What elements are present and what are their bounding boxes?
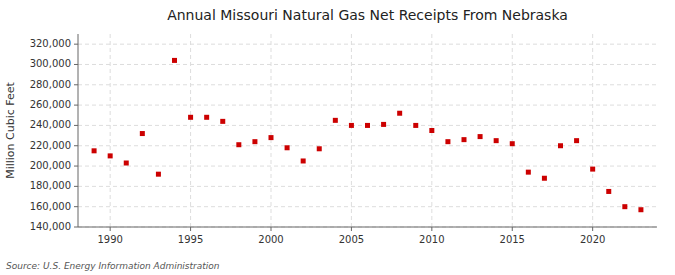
x-tick-label: 2015 <box>500 234 525 245</box>
point <box>638 207 643 212</box>
grid-line-x <box>592 34 593 227</box>
point <box>542 176 547 181</box>
point <box>526 170 531 175</box>
y-axis: 140,000 160,000 180,000 200,000 220,000 240,0… <box>30 38 78 232</box>
grid-line-y <box>78 44 657 45</box>
x-tick <box>512 227 513 231</box>
title: Annual Missouri Natural Gas Net Receipts… <box>167 7 568 23</box>
y-tick <box>74 105 78 106</box>
point <box>574 138 579 143</box>
x-tick <box>271 227 272 231</box>
y-tick <box>74 186 78 187</box>
y-tick-label: 220,000 <box>30 140 71 151</box>
y-tick-label: 320,000 <box>30 38 71 49</box>
x-tick <box>110 227 111 231</box>
point <box>478 134 483 139</box>
point <box>252 139 257 144</box>
point <box>269 135 274 140</box>
points <box>92 58 644 212</box>
y-axis-line <box>78 34 79 227</box>
point <box>429 128 434 133</box>
grid-line-y <box>78 105 657 106</box>
point <box>365 123 370 128</box>
point <box>172 58 177 63</box>
point <box>494 138 499 143</box>
y-axis-label: Million Cubic Feet <box>4 81 17 178</box>
grid-line-y <box>78 206 657 207</box>
y-tick-label: 200,000 <box>30 160 71 171</box>
source-note: Source: U.S. Energy Information Administ… <box>6 261 220 271</box>
x-tick-label: 2005 <box>339 234 364 245</box>
y-tick-label: 180,000 <box>30 180 71 191</box>
grid-line-y <box>78 84 657 85</box>
y-tick <box>74 145 78 146</box>
grid-line-x <box>190 34 191 227</box>
y-tick <box>74 206 78 207</box>
grid-line-x <box>351 34 352 227</box>
point <box>301 158 306 163</box>
x-tick <box>190 227 191 231</box>
x-tick-label: 2010 <box>419 234 444 245</box>
point <box>622 204 627 209</box>
x-tick <box>592 227 593 231</box>
chart: 140,000 160,000 180,000 200,000 220,000 240,0… <box>0 0 675 275</box>
point <box>381 122 386 127</box>
point <box>188 115 193 120</box>
point <box>124 161 129 166</box>
y-tick-label: 240,000 <box>30 119 71 130</box>
point <box>558 143 563 148</box>
point <box>156 172 161 177</box>
y-tick <box>74 125 78 126</box>
y-tick-label: 140,000 <box>30 221 71 232</box>
x-axis: 1990 1995 2000 2005 2010 2015 2020 <box>97 227 605 245</box>
grid-line-y <box>78 227 657 228</box>
y-tick-label: 260,000 <box>30 99 71 110</box>
point <box>606 189 611 194</box>
x-tick <box>431 227 432 231</box>
y-tick <box>74 44 78 45</box>
chart-container: 140,000 160,000 180,000 200,000 220,000 240,0… <box>0 0 675 275</box>
point <box>236 142 241 147</box>
point <box>510 141 515 146</box>
y-tick <box>74 84 78 85</box>
point <box>317 146 322 151</box>
y-tick-label: 160,000 <box>30 201 71 212</box>
point <box>108 153 113 158</box>
point <box>92 148 97 153</box>
x-tick <box>351 227 352 231</box>
grid-line-x <box>110 34 111 227</box>
y-tick <box>74 166 78 167</box>
x-axis-line <box>78 227 657 228</box>
point <box>349 123 354 128</box>
grid-line-y <box>78 166 657 167</box>
point <box>590 167 595 172</box>
point <box>397 111 402 116</box>
grid <box>78 34 657 227</box>
x-tick-label: 1990 <box>97 234 122 245</box>
grid-line-y <box>78 64 657 65</box>
x-tick-label: 1995 <box>178 234 203 245</box>
point <box>413 123 418 128</box>
grid-line-y <box>78 145 657 146</box>
point <box>462 137 467 142</box>
x-tick-label: 2020 <box>580 234 605 245</box>
y-tick <box>74 64 78 65</box>
x-tick-label: 2000 <box>258 234 283 245</box>
point <box>333 118 338 123</box>
point <box>140 131 145 136</box>
grid-line-x <box>512 34 513 227</box>
grid-line-y <box>78 186 657 187</box>
y-tick-label: 280,000 <box>30 79 71 90</box>
point <box>204 115 209 120</box>
y-tick-label: 300,000 <box>30 58 71 69</box>
point <box>445 139 450 144</box>
grid-line-x <box>271 34 272 227</box>
point <box>220 119 225 124</box>
point <box>285 145 290 150</box>
y-tick <box>74 227 78 228</box>
